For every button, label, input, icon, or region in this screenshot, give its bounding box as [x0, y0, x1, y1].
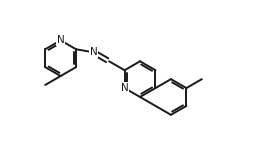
Text: N: N [57, 35, 65, 45]
Text: N: N [90, 47, 97, 57]
Text: N: N [121, 83, 128, 93]
